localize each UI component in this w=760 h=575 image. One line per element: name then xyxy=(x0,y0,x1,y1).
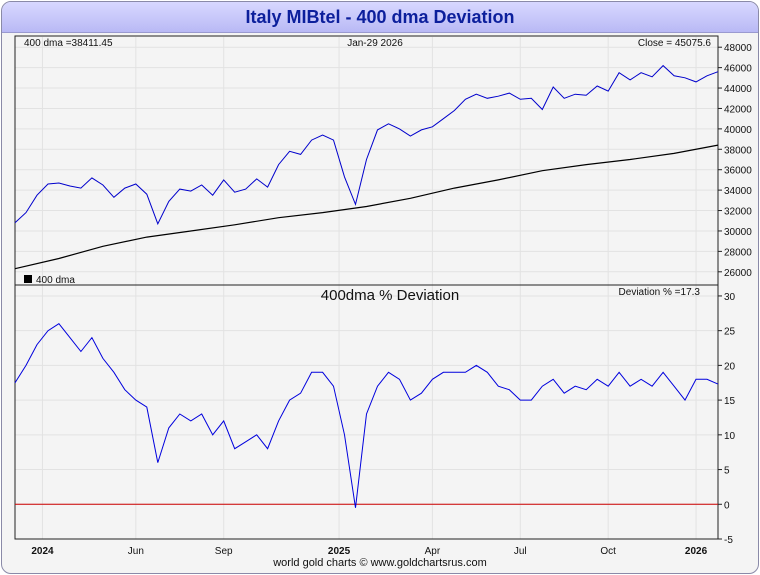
dma-line xyxy=(14,144,719,270)
series-layer xyxy=(14,64,719,508)
upper-tick-label: 40000 xyxy=(724,125,752,136)
lower-tick-label: 30 xyxy=(724,292,736,303)
x-axis-label: Jun xyxy=(128,546,144,557)
upper-tick-label: 42000 xyxy=(724,104,752,115)
date-label: Jan-29 2026 xyxy=(347,38,403,49)
footer-credit: world gold charts © www.goldchartsrus.co… xyxy=(273,557,487,569)
upper-tick-label: 48000 xyxy=(724,43,752,54)
upper-tick-label: 36000 xyxy=(724,166,752,177)
x-axis-label: Jul xyxy=(514,546,527,557)
upper-tick-label: 44000 xyxy=(724,84,752,95)
deviation-value-label: Deviation % =17.3 xyxy=(619,287,701,298)
chart-title: Italy MIBtel - 400 dma Deviation xyxy=(245,7,515,27)
x-axis-label: 2026 xyxy=(685,546,708,557)
x-axis-label: Sep xyxy=(215,546,233,557)
lower-tick-label: 0 xyxy=(724,500,730,511)
upper-tick-label: 30000 xyxy=(724,227,752,238)
lower-panel-border xyxy=(14,284,719,540)
lower-tick-label: -5 xyxy=(724,535,733,546)
x-axis-label: Apr xyxy=(425,546,441,557)
upper-tick-label: 32000 xyxy=(724,207,752,218)
dma-value-label: 400 dma =38411.45 xyxy=(24,38,113,49)
title-bar: Italy MIBtel - 400 dma Deviation xyxy=(2,2,758,33)
close-label: Close = 45075.6 xyxy=(638,38,712,49)
x-axis-label: 2025 xyxy=(328,546,351,557)
x-axis-label: Oct xyxy=(600,546,616,557)
upper-tick-label: 34000 xyxy=(724,186,752,197)
deviation-title: 400dma % Deviation xyxy=(321,287,459,304)
lower-tick-label: 10 xyxy=(724,431,736,442)
deviation-line xyxy=(14,323,719,508)
price-line xyxy=(14,64,719,226)
lower-tick-label: 20 xyxy=(724,361,736,372)
legend-label: 400 dma xyxy=(36,275,75,286)
upper-tick-label: 38000 xyxy=(724,145,752,156)
upper-tick-label: 26000 xyxy=(724,268,752,279)
lower-tick-label: 5 xyxy=(724,466,730,477)
lower-tick-label: 15 xyxy=(724,396,736,407)
lower-tick-label: 25 xyxy=(724,327,736,338)
tick-layer: 26000 28000 30000 32000 34000 36000 38000 40000… xyxy=(31,43,752,557)
upper-tick-label: 28000 xyxy=(724,247,752,258)
legend-swatch xyxy=(24,275,32,283)
x-axis-label: 2024 xyxy=(31,546,54,557)
upper-tick-label: 46000 xyxy=(724,64,752,75)
